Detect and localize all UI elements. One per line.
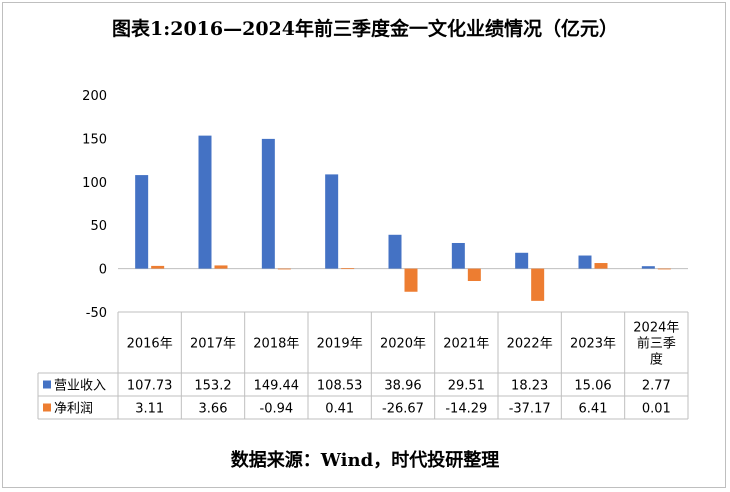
data-value-label: 6.41 xyxy=(579,402,608,417)
chart-frame xyxy=(2,2,726,488)
y-tick-label: 100 xyxy=(82,176,107,191)
category-label: 度 xyxy=(650,352,663,368)
bar xyxy=(325,174,339,269)
category-label: 2021年 xyxy=(443,337,489,352)
bar xyxy=(261,138,275,269)
chart-title: 图表1:2016—2024年前三季度金一文化业绩情况（亿元） xyxy=(112,18,618,40)
data-value-label: 0.01 xyxy=(642,402,671,417)
data-value-label: -26.67 xyxy=(382,402,424,417)
data-value-label: -37.17 xyxy=(509,402,551,417)
y-tick-label: 200 xyxy=(82,89,107,104)
category-label: 2023年 xyxy=(570,337,616,352)
data-table-grid xyxy=(37,268,689,420)
data-value-label: 18.23 xyxy=(511,379,548,394)
data-value-label: 3.66 xyxy=(199,402,228,417)
bar xyxy=(388,234,402,269)
legend-label: 营业收入 xyxy=(54,379,106,394)
bar xyxy=(578,255,592,269)
data-value-label: 3.11 xyxy=(135,402,164,417)
data-table: 2016年 2017年 2018年 2019年 2020年 2021年 2022年 2023年… xyxy=(43,321,679,417)
data-value-label: 108.53 xyxy=(317,379,363,394)
bar xyxy=(467,268,481,282)
data-value-label: -14.29 xyxy=(445,402,487,417)
bar xyxy=(531,268,545,301)
category-label: 2016年 xyxy=(127,337,173,352)
category-label: 2017年 xyxy=(190,337,236,352)
category-label: 2024年 xyxy=(633,321,679,336)
bar xyxy=(198,135,212,269)
bar xyxy=(404,268,418,292)
bar xyxy=(151,265,165,269)
data-value-label: 2.77 xyxy=(642,379,671,394)
bar xyxy=(641,266,655,269)
data-value-label: 107.73 xyxy=(127,379,173,394)
data-value-label: 149.44 xyxy=(254,379,300,394)
data-value-label: 153.2 xyxy=(194,379,231,394)
category-label: 2022年 xyxy=(507,337,553,352)
data-value-label: -0.94 xyxy=(260,402,294,417)
bar xyxy=(135,175,149,269)
data-value-label: 0.41 xyxy=(325,402,354,417)
legend-swatch xyxy=(43,380,51,389)
category-label: 2020年 xyxy=(380,337,426,352)
bars xyxy=(135,135,671,301)
y-tick-label: -50 xyxy=(86,306,107,321)
bar xyxy=(451,242,465,269)
bar xyxy=(341,268,355,270)
y-tick-label: 50 xyxy=(90,219,107,234)
y-tick-label: 0 xyxy=(99,263,107,278)
legend-swatch xyxy=(43,403,51,412)
bar xyxy=(657,268,671,270)
y-axis-ticks: 200 150 100 50 0 -50 xyxy=(82,89,107,321)
category-label: 前三季 xyxy=(637,336,676,352)
data-value-label: 29.51 xyxy=(448,379,485,394)
data-value-label: 38.96 xyxy=(384,379,421,394)
bar xyxy=(515,252,529,269)
legend-label: 净利润 xyxy=(54,402,93,417)
bar xyxy=(594,263,608,269)
category-label: 2018年 xyxy=(253,337,299,352)
source-note: 数据来源：Wind，时代投研整理 xyxy=(230,450,500,471)
data-value-label: 15.06 xyxy=(574,379,611,394)
category-label: 2019年 xyxy=(317,337,363,352)
y-tick-label: 150 xyxy=(82,132,107,147)
bar xyxy=(277,268,291,270)
bar xyxy=(214,265,228,269)
